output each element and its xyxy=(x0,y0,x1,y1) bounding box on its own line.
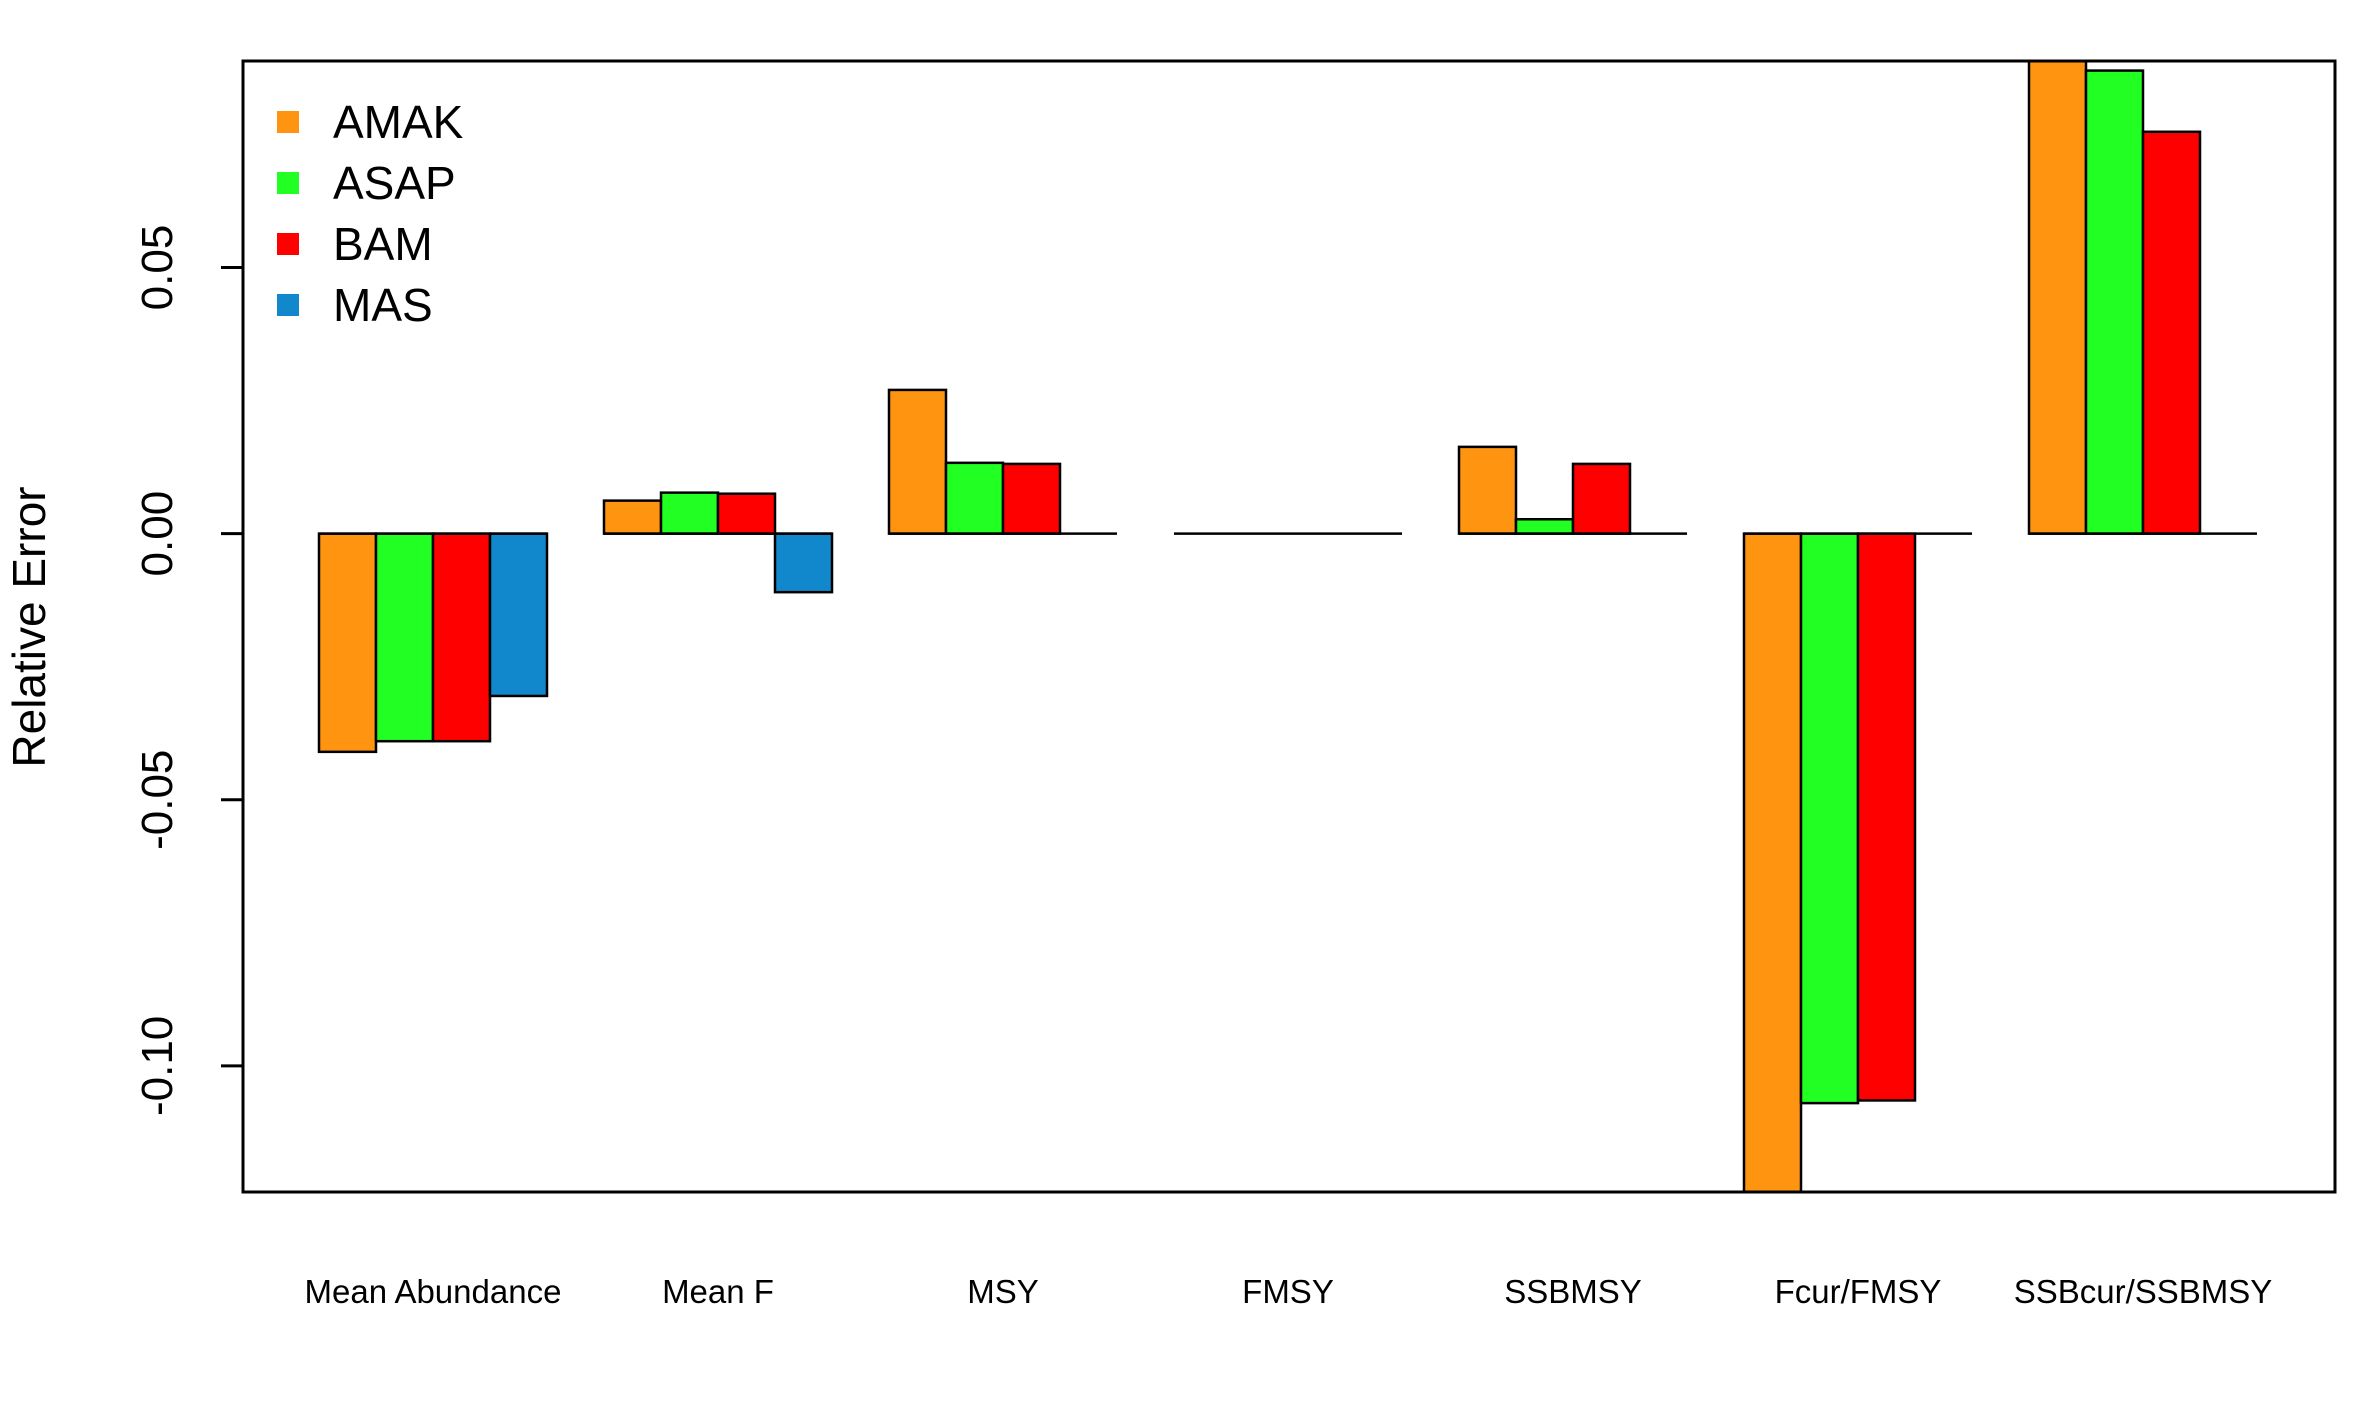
bar-bam-0 xyxy=(431,532,492,743)
bar-amak-0 xyxy=(317,532,378,754)
bar-amak-4 xyxy=(1457,445,1518,535)
bar-asap-6 xyxy=(2084,69,2145,535)
bar-amak-6 xyxy=(2027,61,2088,535)
legend-label-bam: BAM xyxy=(333,218,433,270)
legend-label-amak: AMAK xyxy=(333,96,464,148)
bar-bam-1 xyxy=(716,492,777,535)
bar-bam-5 xyxy=(1856,532,1917,1102)
bar-asap-5 xyxy=(1799,532,1860,1105)
y-axis: -0.10 -0.05 0.00 0.05 xyxy=(133,225,243,1116)
x-tick-label: SSBMSY xyxy=(1504,1273,1642,1310)
y-tick-label: -0.05 xyxy=(133,750,182,850)
legend-label-asap: ASAP xyxy=(333,157,456,209)
y-tick-label: -0.10 xyxy=(133,1016,182,1116)
x-tick-label: SSBcur/SSBMSY xyxy=(2014,1273,2273,1310)
legend-swatch-asap xyxy=(277,172,299,194)
legend-label-mas: MAS xyxy=(333,279,433,331)
plot-frame xyxy=(241,59,2337,1194)
bar-amak-1 xyxy=(602,499,663,535)
y-tick-label: 0.00 xyxy=(133,491,182,577)
x-axis-labels: Mean Abundance Mean F MSY FMSY SSBMSY Fcur/FM… xyxy=(305,1273,2273,1310)
x-tick-label: MSY xyxy=(967,1273,1039,1310)
bar-amak-5 xyxy=(1742,532,1803,1192)
x-tick-label: Mean Abundance xyxy=(305,1273,562,1310)
bar-asap-4 xyxy=(1514,518,1575,535)
legend-swatch-bam xyxy=(277,233,299,255)
x-tick-label: Fcur/FMSY xyxy=(1775,1273,1942,1310)
x-tick-label: FMSY xyxy=(1242,1273,1334,1310)
bar-bam-2 xyxy=(1001,462,1062,535)
bar-amak-2 xyxy=(887,388,948,535)
legend-swatch-amak xyxy=(277,111,299,133)
bar-asap-0 xyxy=(374,532,435,743)
bar-mas-1 xyxy=(773,532,834,594)
y-tick-label: 0.05 xyxy=(133,225,182,311)
legend: AMAK ASAP BAM MAS xyxy=(277,96,464,331)
x-tick-label: Mean F xyxy=(662,1273,774,1310)
bars-layer xyxy=(317,61,2202,1192)
bar-asap-1 xyxy=(659,491,720,535)
y-axis-label: Relative Error xyxy=(3,486,55,767)
bar-asap-2 xyxy=(944,461,1005,535)
bar-bam-6 xyxy=(2141,130,2202,535)
legend-swatch-mas xyxy=(277,294,299,316)
bar-bam-4 xyxy=(1571,462,1632,535)
bar-mas-0 xyxy=(488,532,549,698)
